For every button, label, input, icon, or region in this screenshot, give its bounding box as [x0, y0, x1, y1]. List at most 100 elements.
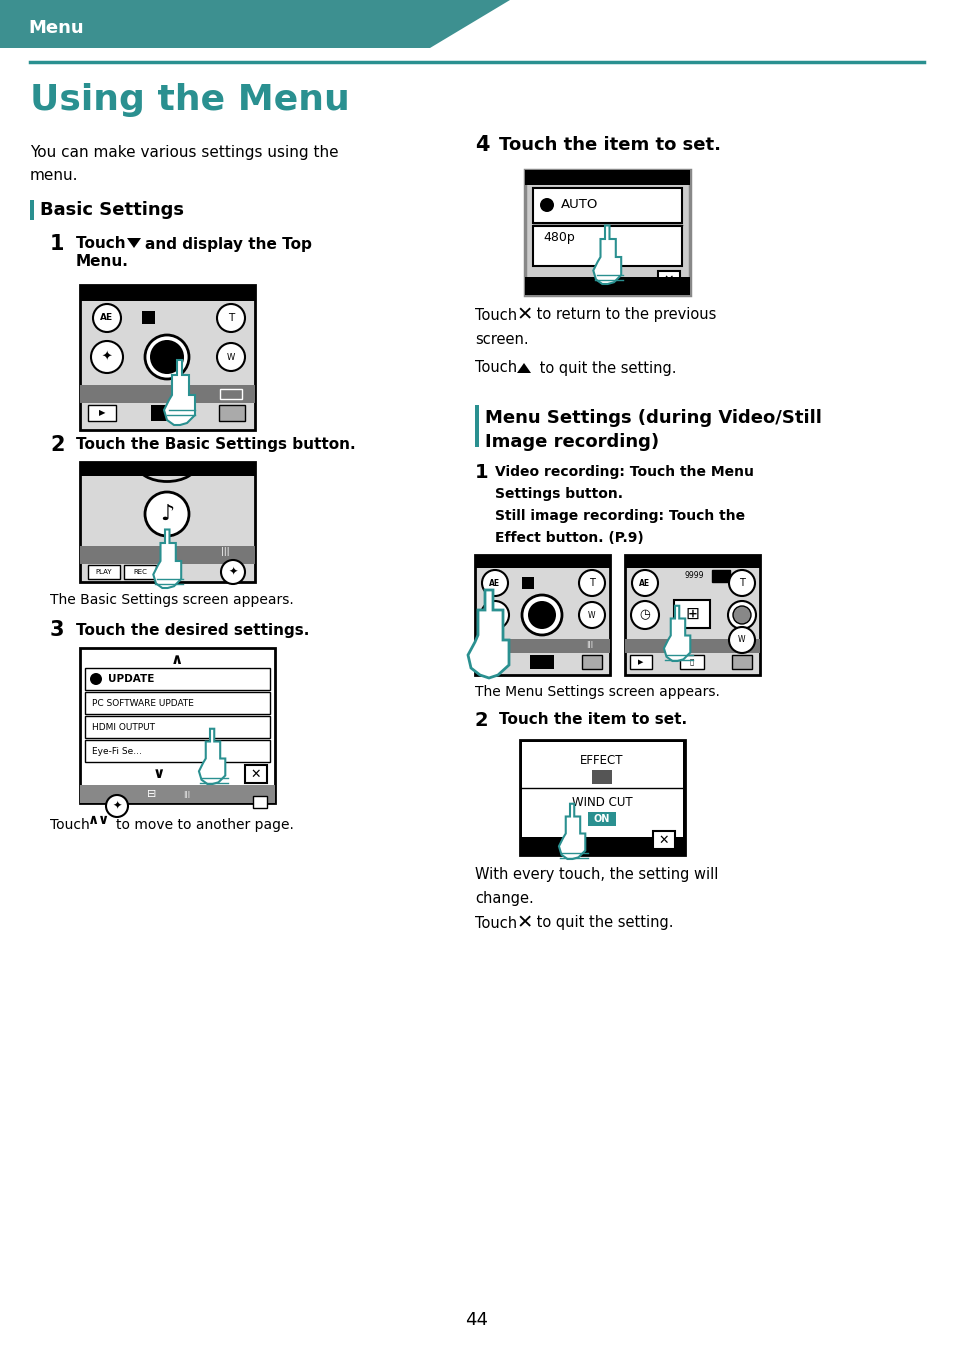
Bar [475, 555, 609, 567]
FancyBboxPatch shape [80, 649, 274, 803]
Text: Touch the item to set.: Touch the item to set. [498, 135, 720, 154]
Bar [587, 812, 616, 826]
Polygon shape [164, 360, 194, 425]
Bar [652, 831, 675, 849]
Circle shape [481, 570, 507, 596]
Text: |||: ||| [736, 642, 742, 649]
Circle shape [728, 627, 754, 653]
Text: W: W [227, 352, 234, 362]
Bar [475, 405, 478, 447]
Polygon shape [468, 590, 509, 678]
Text: T: T [588, 578, 595, 588]
Text: screen.: screen. [475, 333, 528, 348]
Text: ON: ON [593, 814, 610, 825]
FancyBboxPatch shape [524, 171, 689, 295]
Text: T: T [739, 578, 744, 588]
Bar [220, 389, 242, 399]
Text: WIND CUT: WIND CUT [571, 796, 632, 808]
Polygon shape [430, 0, 953, 47]
Polygon shape [153, 529, 181, 588]
Text: |||: ||| [586, 642, 593, 649]
Bar [533, 226, 681, 265]
Bar [85, 692, 270, 714]
Polygon shape [127, 238, 141, 248]
Text: Touch: Touch [475, 360, 521, 375]
Text: 2: 2 [50, 435, 65, 455]
Circle shape [221, 561, 245, 584]
Bar [521, 577, 534, 589]
Circle shape [728, 570, 754, 596]
Text: ∨: ∨ [98, 812, 110, 827]
Text: Touch the Basic Settings button.: Touch the Basic Settings button. [76, 437, 355, 452]
Bar [521, 742, 682, 837]
Point [516, 780, 527, 796]
Text: 📷: 📷 [689, 658, 694, 665]
Text: 1: 1 [475, 463, 488, 482]
Bar [592, 770, 612, 784]
Text: to return to the previous: to return to the previous [532, 307, 716, 322]
Bar [253, 796, 267, 808]
Bar [624, 639, 760, 653]
Bar [151, 405, 181, 421]
Text: to move to another page.: to move to another page. [116, 818, 294, 831]
Bar [479, 655, 501, 669]
Text: 480p: 480p [542, 232, 574, 245]
Circle shape [727, 601, 755, 630]
Bar [673, 600, 709, 628]
Circle shape [145, 492, 189, 536]
Bar [475, 639, 609, 653]
FancyBboxPatch shape [475, 555, 609, 676]
Bar [530, 655, 554, 669]
Circle shape [631, 570, 658, 596]
Text: Touch: Touch [50, 818, 94, 831]
Text: PC SOFTWARE UPDATE: PC SOFTWARE UPDATE [91, 699, 193, 708]
Circle shape [92, 305, 121, 332]
Polygon shape [663, 605, 690, 661]
Bar [679, 655, 703, 669]
Text: Touch the item to set.: Touch the item to set. [498, 712, 686, 727]
Text: ✕: ✕ [663, 274, 674, 287]
Circle shape [216, 305, 245, 332]
Bar [85, 716, 270, 738]
Bar [524, 171, 689, 185]
Bar [85, 668, 270, 691]
Text: Settings button.: Settings button. [495, 487, 622, 501]
Circle shape [216, 343, 245, 371]
Polygon shape [517, 363, 531, 372]
Text: W: W [588, 611, 595, 620]
Text: Video recording: Touch the Menu: Video recording: Touch the Menu [495, 464, 753, 479]
FancyBboxPatch shape [80, 462, 254, 582]
Text: Touch: Touch [475, 307, 521, 322]
Text: Still image recording: Touch the: Still image recording: Touch the [495, 509, 744, 523]
Text: ✕: ✕ [659, 834, 669, 846]
Bar [245, 765, 267, 783]
Circle shape [527, 601, 556, 630]
Text: Effect button. (P.9): Effect button. (P.9) [495, 531, 643, 546]
Text: ▶: ▶ [638, 659, 643, 665]
Text: HDMI OUTPUT: HDMI OUTPUT [91, 723, 154, 731]
Polygon shape [558, 804, 585, 858]
Text: ◷: ◷ [639, 608, 650, 621]
Text: The Basic Settings screen appears.: The Basic Settings screen appears. [50, 593, 294, 607]
Bar [711, 570, 729, 582]
Text: AUTO: AUTO [560, 199, 598, 211]
Bar [85, 741, 270, 762]
Bar [30, 200, 34, 219]
Polygon shape [0, 0, 953, 47]
Text: ✦: ✦ [102, 351, 112, 363]
Text: W: W [738, 635, 745, 645]
Text: ∧: ∧ [171, 653, 183, 668]
Bar [80, 546, 254, 565]
Text: Menu.: Menu. [76, 255, 129, 269]
Bar [80, 785, 274, 803]
Text: Touch: Touch [475, 915, 521, 930]
Circle shape [630, 601, 659, 630]
Circle shape [90, 673, 102, 685]
Circle shape [521, 594, 561, 635]
FancyBboxPatch shape [80, 284, 254, 431]
Text: ♪: ♪ [160, 504, 174, 524]
Bar [88, 405, 116, 421]
Bar [629, 655, 651, 669]
Circle shape [578, 603, 604, 628]
Text: Basic Settings: Basic Settings [40, 200, 184, 219]
